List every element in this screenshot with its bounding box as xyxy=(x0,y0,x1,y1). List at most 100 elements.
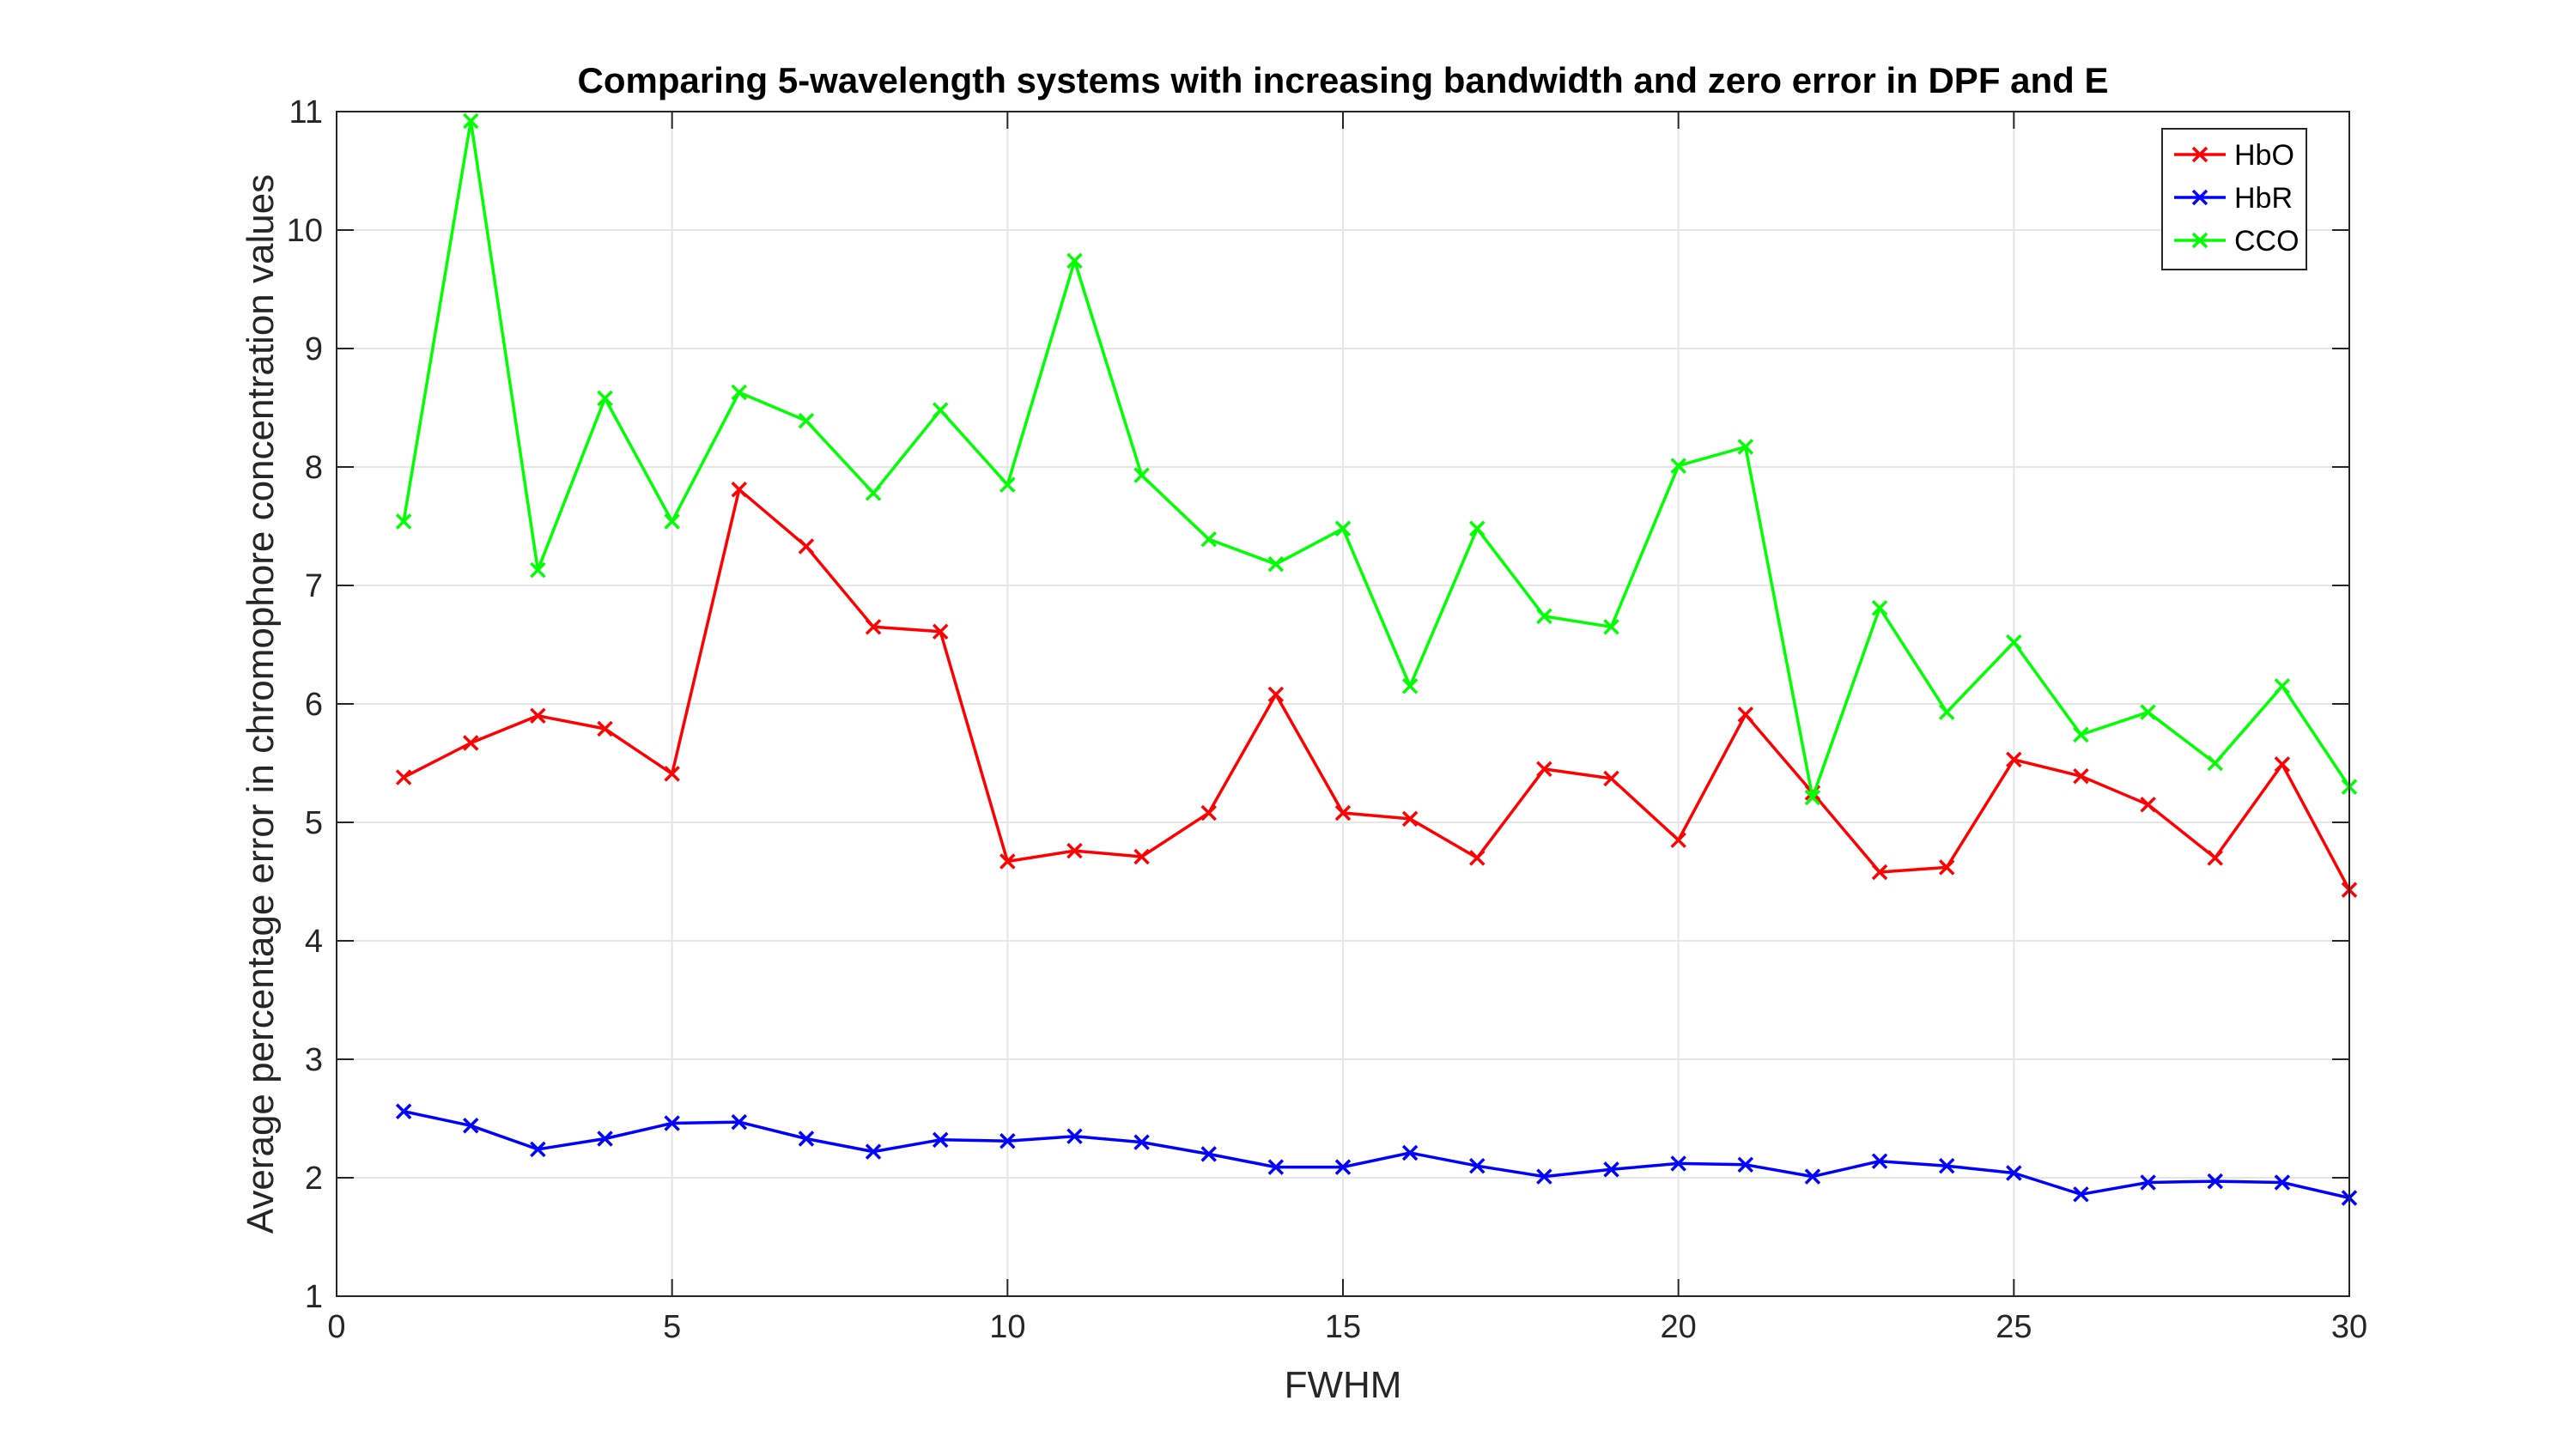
legend-box xyxy=(2161,128,2307,270)
series-hbr xyxy=(395,1103,2358,1206)
data-point xyxy=(1469,850,1485,866)
x-tick-label: 10 xyxy=(989,1309,1025,1345)
data-point xyxy=(463,112,479,130)
data-point xyxy=(530,1141,546,1158)
data-point xyxy=(2073,767,2089,785)
data-point xyxy=(1670,832,1686,848)
data-point xyxy=(2073,1186,2089,1203)
data-point xyxy=(2140,704,2156,720)
data-point xyxy=(1401,678,1419,694)
data-point xyxy=(798,538,815,555)
data-point xyxy=(2006,634,2022,651)
data-point xyxy=(1469,1157,1485,1174)
data-point xyxy=(865,485,882,501)
legend-marker xyxy=(2191,189,2208,206)
data-point xyxy=(1938,1157,1955,1174)
data-point xyxy=(1536,1168,1552,1185)
x-tick-label: 20 xyxy=(1661,1309,1697,1345)
legend-marker xyxy=(2191,146,2208,163)
data-point xyxy=(1066,252,1083,270)
data-point xyxy=(731,481,748,498)
data-point xyxy=(1603,1161,1619,1178)
series-line-cco xyxy=(402,119,2351,799)
data-point xyxy=(2207,1173,2223,1190)
data-point xyxy=(999,1132,1016,1149)
tick-marks xyxy=(336,111,2350,1297)
data-point xyxy=(664,1115,680,1131)
data-point xyxy=(1871,599,1888,616)
data-point xyxy=(932,623,949,640)
data-point xyxy=(999,853,1016,870)
data-point xyxy=(530,707,546,724)
data-point xyxy=(395,513,412,530)
x-tick-label: 5 xyxy=(663,1309,681,1345)
data-point xyxy=(1536,608,1552,625)
data-point xyxy=(1401,810,1419,828)
data-point xyxy=(2274,756,2291,773)
data-point xyxy=(2207,850,2223,866)
y-tick-label: 9 xyxy=(305,331,323,367)
data-point xyxy=(395,769,412,785)
series-line-hbo xyxy=(403,488,2351,891)
x-tick-label: 30 xyxy=(2331,1309,2367,1345)
data-point xyxy=(1200,1146,1217,1162)
data-point xyxy=(1670,458,1686,474)
y-tick-label: 10 xyxy=(287,213,323,249)
data-point xyxy=(1334,1159,1352,1175)
legend: HbO HbR CCO xyxy=(2161,128,2307,270)
data-point xyxy=(798,412,815,429)
y-tick-label: 3 xyxy=(305,1042,323,1078)
data-point xyxy=(1133,848,1150,865)
series-line-hbr xyxy=(403,1109,2350,1200)
data-point xyxy=(1200,530,1217,548)
data-point xyxy=(798,1131,815,1147)
data-point xyxy=(2207,755,2223,772)
data-point xyxy=(1737,706,1754,723)
data-point xyxy=(731,384,748,401)
x-tick-label: 25 xyxy=(1996,1309,2032,1345)
data-point xyxy=(597,1131,613,1147)
data-point xyxy=(1267,1159,1285,1175)
y-tick-label: 6 xyxy=(305,687,323,723)
data-point xyxy=(1334,804,1352,822)
data-point xyxy=(1334,520,1352,537)
data-point xyxy=(1938,704,1955,720)
x-tick-labels: 0 5 10 15 20 25 30 xyxy=(327,1309,2367,1345)
y-tick-label: 4 xyxy=(305,924,323,960)
legend-label: CCO xyxy=(2234,225,2300,258)
data-point xyxy=(2274,678,2291,694)
data-point xyxy=(1133,1134,1150,1150)
x-tick-label: 15 xyxy=(1325,1309,1361,1345)
data-point xyxy=(664,766,680,782)
y-tick-label: 11 xyxy=(289,94,323,130)
data-point xyxy=(597,720,613,737)
chart-title: Comparing 5-wavelength systems with incr… xyxy=(578,60,2109,100)
data-point xyxy=(597,390,613,407)
data-point xyxy=(2006,751,2022,768)
data-point xyxy=(1670,1155,1686,1172)
data-point xyxy=(664,513,680,530)
data-point xyxy=(1871,864,1888,881)
data-point xyxy=(1804,1168,1821,1185)
data-point xyxy=(1737,1156,1754,1173)
legend-item-cco: CCO xyxy=(2174,225,2300,258)
y-tick-labels: 1 2 3 4 5 6 7 8 9 10 11 xyxy=(287,94,323,1315)
data-point xyxy=(1267,555,1285,573)
data-point xyxy=(2073,726,2089,743)
data-point xyxy=(1804,789,1821,806)
y-axis-label: Average percentage error in chromophore … xyxy=(240,174,282,1234)
data-point xyxy=(463,735,479,751)
data-point xyxy=(1469,520,1485,537)
data-point xyxy=(2274,1174,2291,1191)
series-layer xyxy=(395,112,2358,1206)
legend-label: HbO xyxy=(2234,139,2294,172)
data-point xyxy=(932,402,949,418)
data-point xyxy=(1066,842,1083,859)
legend-marker xyxy=(2191,232,2208,249)
data-point xyxy=(1267,686,1285,703)
data-point xyxy=(1133,467,1150,483)
data-point xyxy=(1066,1128,1083,1144)
data-point xyxy=(865,619,882,635)
data-point xyxy=(463,1118,479,1134)
